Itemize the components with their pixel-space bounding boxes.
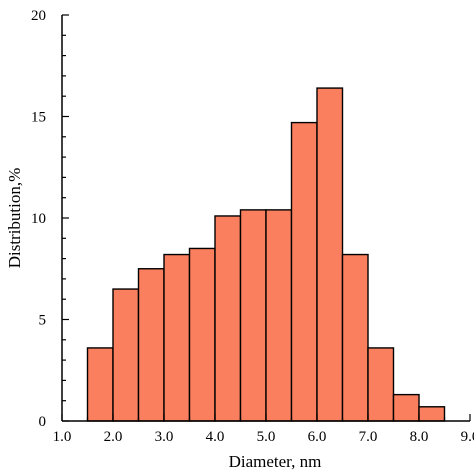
histogram-bar — [418, 406, 446, 422]
y-tick-label: 10 — [31, 211, 46, 227]
y-tick-label: 20 — [31, 8, 46, 24]
x-tick-label: 4.0 — [206, 429, 225, 445]
x-tick-label: 2.0 — [104, 429, 123, 445]
histogram-bar — [316, 87, 344, 422]
x-tick-label: 3.0 — [155, 429, 174, 445]
y-tick-label: 0 — [39, 414, 47, 430]
histogram-bar — [392, 393, 420, 422]
histogram-bar — [112, 288, 140, 422]
histogram-bar — [367, 347, 395, 422]
histogram-bar — [163, 253, 191, 422]
histogram-bar — [86, 347, 114, 422]
x-tick-label: 5.0 — [257, 429, 276, 445]
x-tick-label: 8.0 — [410, 429, 429, 445]
x-ticks-group: 1.0 2.0 3.0 4.0 5.0 6.0 7.0 8.0 9.0 — [53, 414, 474, 445]
y-axis-label: Distribution,% — [5, 168, 24, 269]
y-tick-label: 5 — [39, 313, 47, 329]
histogram-bar — [265, 209, 293, 422]
histogram-bar — [290, 121, 318, 422]
histogram-bar — [239, 209, 267, 422]
histogram-bar — [188, 247, 216, 422]
histogram-bar — [137, 268, 165, 422]
x-axis-label: Diameter, nm — [229, 452, 322, 471]
histogram-bar — [341, 253, 369, 422]
x-tick-label: 1.0 — [53, 429, 72, 445]
histogram-bar — [214, 215, 242, 422]
x-tick-label: 6.0 — [308, 429, 327, 445]
y-ticks-group: 0 5 10 15 20 — [31, 8, 69, 430]
y-tick-label: 15 — [31, 110, 46, 126]
x-tick-label: 7.0 — [359, 429, 378, 445]
bars-group — [86, 87, 446, 422]
x-tick-label: 9.0 — [461, 429, 474, 445]
